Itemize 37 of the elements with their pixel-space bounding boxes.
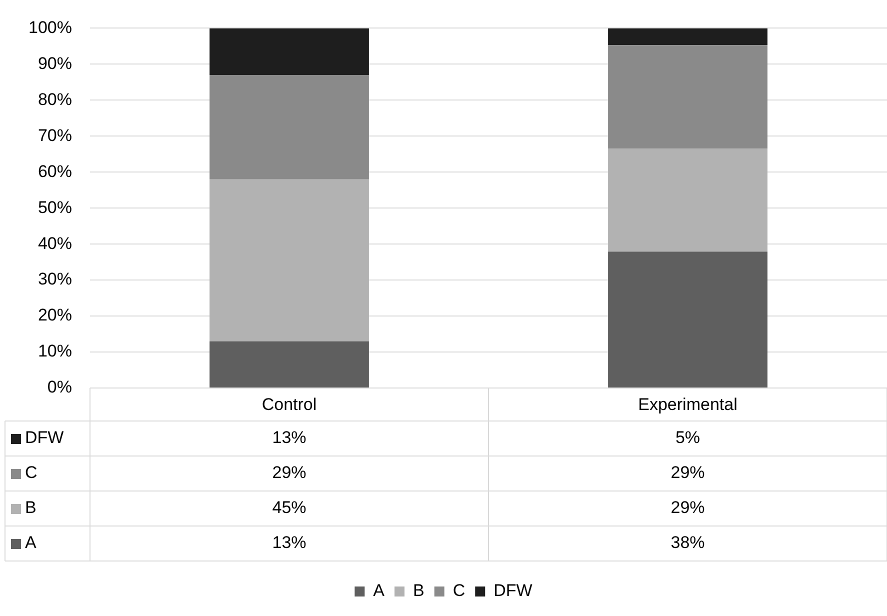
text: C bbox=[452, 581, 466, 600]
y-tick-label: 40% bbox=[38, 234, 72, 253]
bar bbox=[608, 252, 768, 388]
data-label: 29% bbox=[670, 498, 705, 518]
y-tick-label: 20% bbox=[38, 306, 72, 325]
data-label: 13% bbox=[272, 428, 306, 448]
y-tick-label: 30% bbox=[38, 270, 72, 289]
bar bbox=[608, 45, 768, 149]
data-label: 45% bbox=[272, 498, 306, 518]
y-tick-label: 100% bbox=[28, 18, 72, 37]
bar bbox=[210, 341, 369, 388]
legend-label: C bbox=[25, 463, 38, 482]
y-tick-label: 80% bbox=[38, 90, 72, 109]
data-label: 38% bbox=[670, 533, 705, 552]
y-tick-label: 70% bbox=[38, 126, 72, 145]
data-label: 5% bbox=[675, 428, 700, 448]
data-label: 13% bbox=[272, 533, 306, 552]
y-tick-label: 50% bbox=[38, 198, 72, 217]
bar bbox=[210, 179, 369, 342]
text: A bbox=[25, 533, 36, 552]
legend-label: A bbox=[373, 581, 386, 600]
y-tick-label: 0% bbox=[47, 378, 72, 397]
bar bbox=[608, 28, 768, 46]
legend-label: DFW bbox=[25, 428, 64, 448]
bar bbox=[210, 74, 369, 180]
legend-label: B bbox=[25, 498, 36, 518]
text: DFW bbox=[494, 581, 532, 600]
text: B bbox=[413, 581, 424, 600]
y-tick-label: 90% bbox=[38, 54, 72, 73]
x-tick-label: Experimental bbox=[638, 395, 738, 414]
y-tick-label: 60% bbox=[38, 162, 72, 181]
data-label: 29% bbox=[272, 463, 306, 482]
x-tick-label: Control bbox=[262, 395, 317, 414]
bar bbox=[608, 148, 768, 252]
bar bbox=[210, 28, 369, 75]
data-label: 29% bbox=[670, 463, 705, 482]
y-tick-label: 10% bbox=[38, 342, 72, 361]
